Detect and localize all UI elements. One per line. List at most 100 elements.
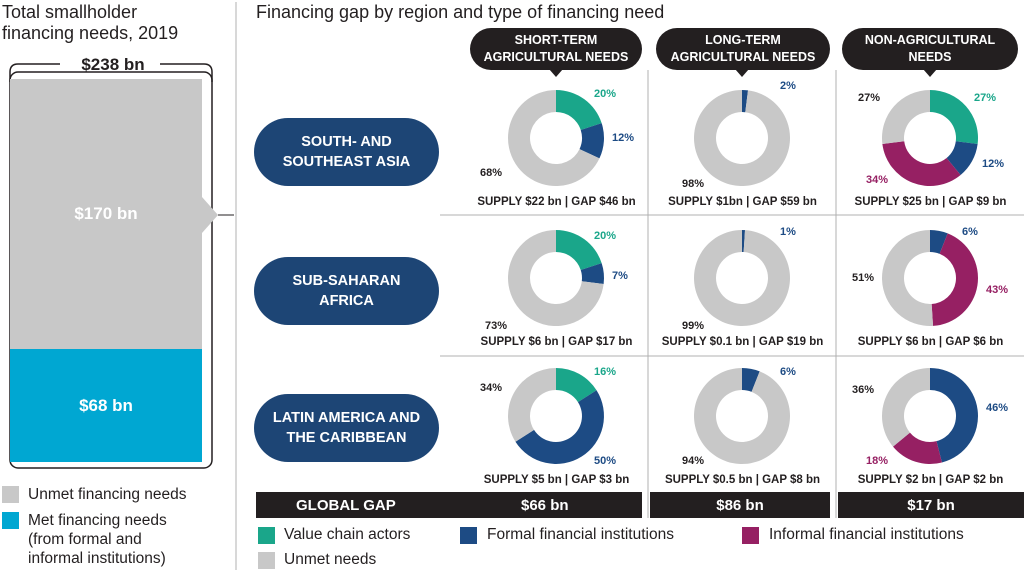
donut-slice-unmet [508,90,600,186]
donut-slice-informal [882,141,961,187]
left-panel-title: Total smallholder financing needs, 2019 [2,2,178,44]
donut-percent-label: 6% [780,366,796,378]
legend-formal-swatch [460,527,477,544]
col-header-short-term: SHORT-TERM AGRICULTURAL NEEDS [470,28,642,70]
col-header-non-agri: NON-AGRICULTURAL NEEDS [842,28,1018,70]
col-header-line2: AGRICULTURAL NEEDS [483,50,629,64]
donut-percent-label: 51% [852,272,875,284]
col-header-line1: SHORT-TERM [514,33,598,47]
region-sub-saharan: SUB-SAHARAN AFRICA [254,257,439,325]
donut-slice-informal [893,432,942,465]
legend-unmet-needs-swatch [258,552,275,569]
pointer-arrow [202,197,218,233]
global-gap-label: GLOBAL GAP [296,496,396,514]
legend-met-line3: informal institutions) [28,550,166,567]
donut-percent-label: 98% [682,178,705,190]
global-gap-value: $66 bn [521,496,569,514]
legend-formal-label: Formal financial institutions [487,526,674,543]
donut-percent-label: 68% [480,167,503,179]
donut-slice-unmet [882,90,930,145]
donut-slice-formal [579,123,604,159]
global-gap-bar-2: $86 bn [650,492,830,518]
region-line1: SOUTH- AND [301,134,392,150]
donut-percent-label: 50% [594,455,617,467]
global-gap-bar-1: GLOBAL GAP $66 bn [256,492,642,518]
donut-slice-informal [931,233,978,326]
donut-slice-value-chain [930,90,978,145]
legend-met-swatch [2,512,19,529]
donut-slice-unmet [882,368,930,447]
region-line1: LATIN AMERICA AND [272,410,421,426]
region-south-asia: SOUTH- AND SOUTHEAST ASIA [254,118,439,186]
donut-slice-unmet [508,230,604,326]
region-line1: SUB-SAHARAN [292,273,401,289]
donut-slice-formal [742,368,760,392]
supply-gap-label: SUPPLY $6 bn | GAP $6 bn [857,336,1004,348]
donut-percent-label: 6% [962,226,978,238]
donut-percent-label: 27% [974,92,997,104]
region-latin-america: LATIN AMERICA AND THE CARIBBEAN [254,394,439,462]
donut-slice-unmet [694,230,791,327]
met-segment [10,349,202,462]
donut-slice-unmet [694,368,790,464]
donut-slice-formal [580,263,604,285]
supply-gap-label: SUPPLY $1bn | GAP $59 bn [668,196,817,208]
met-label: $68 bn [79,396,133,415]
donut-slice-value-chain [556,90,602,130]
donut-percent-label: 12% [612,132,635,144]
legend-unmet-label: Unmet financing needs [28,486,187,503]
col-header-line2: NEEDS [908,50,952,64]
region-line2: SOUTHEAST ASIA [282,154,411,170]
header-pointer [735,69,749,77]
legend-unmet-swatch [2,486,19,503]
legend-met-line1: Met financing needs [28,512,167,529]
donut-percent-label: 34% [480,382,503,394]
donut-percent-label: 34% [866,174,889,186]
left-title-line2: financing needs, 2019 [2,23,179,43]
donut-slice-formal [742,90,749,113]
supply-gap-label: SUPPLY $0.1 bn | GAP $19 bn [661,336,824,348]
col-header-long-term: LONG-TERM AGRICULTURAL NEEDS [656,28,830,70]
legend-informal-swatch [742,527,759,544]
bracket-right [160,63,213,82]
region-line2: AFRICA [319,293,374,309]
donut-slice-unmet [508,368,556,442]
col-header-line1: NON-AGRICULTURAL [864,33,996,47]
bracket-left [9,63,60,82]
supply-gap-label: SUPPLY $5 bn | GAP $3 bn [483,474,630,486]
donut-percent-label: 73% [485,320,508,332]
right-panel-title: Financing gap by region and type of fina… [256,2,665,22]
global-gap-bar-3: $17 bn [838,492,1024,518]
donut-slice-formal [946,141,978,175]
region-line2: THE CARIBBEAN [286,430,407,446]
donut-percent-label: 12% [982,158,1005,170]
unmet-segment [10,79,202,349]
donut-percent-label: 1% [780,226,796,238]
supply-gap-label: SUPPLY $6 bn | GAP $17 bn [480,336,633,348]
global-gap-value: $86 bn [716,496,764,514]
donut-percent-label: 7% [612,270,628,282]
global-gap-value: $17 bn [907,496,955,514]
col-header-line1: LONG-TERM [705,33,781,47]
donut-percent-label: 20% [594,88,617,100]
legend-value-chain-label: Value chain actors [284,526,411,543]
legend-informal-label: Informal financial institutions [769,526,964,543]
donut-slice-formal [930,230,948,254]
supply-gap-label: SUPPLY $0.5 bn | GAP $8 bn [664,474,821,486]
legend-met-line2: (from formal and [28,531,142,548]
legend-value-chain-swatch [258,527,275,544]
donut-slice-formal [515,390,604,464]
donut-slice-unmet [694,90,790,187]
donut-percent-label: 16% [594,366,617,378]
legend-unmet-needs-label: Unmet needs [284,551,377,568]
total-label: $238 bn [81,55,145,74]
donut-percent-label: 20% [594,230,617,242]
unmet-label: $170 bn [74,204,138,223]
legend-met-label: Met financing needs (from formal and inf… [28,511,167,568]
donut-percent-label: 94% [682,455,705,467]
donut-slice-formal [930,367,978,463]
donut-slice-formal [742,230,746,253]
donut-percent-label: 99% [682,320,705,332]
donut-percent-label: 36% [852,384,875,396]
